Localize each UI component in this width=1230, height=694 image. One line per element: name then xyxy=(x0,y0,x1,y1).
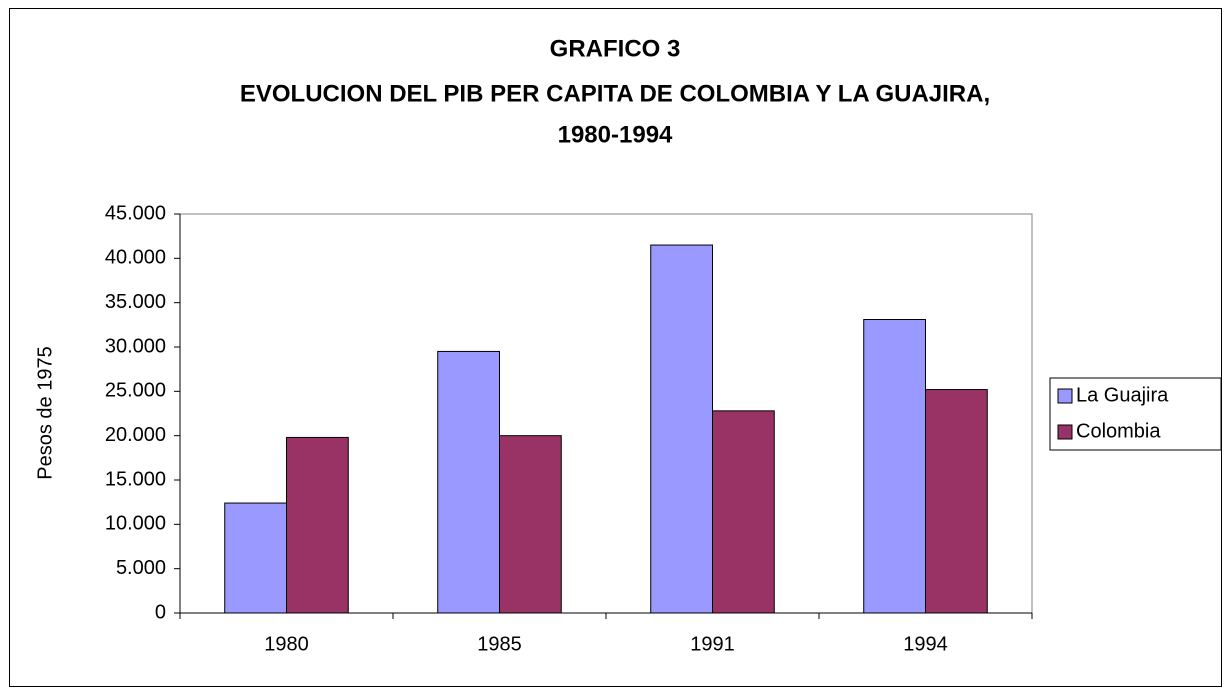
y-tick-label: 0 xyxy=(155,601,166,623)
legend-swatch xyxy=(1057,424,1073,440)
x-tick-label: 1994 xyxy=(903,633,948,655)
bar xyxy=(437,350,501,614)
bar xyxy=(925,389,988,614)
chart-title: GRAFICO 3 xyxy=(550,35,681,62)
y-tick-label: 5.000 xyxy=(116,557,166,579)
y-tick-label: 10.000 xyxy=(105,513,166,535)
bar xyxy=(286,436,349,614)
bar xyxy=(224,502,287,614)
y-tick-label: 15.000 xyxy=(105,468,166,490)
legend-label: Colombia xyxy=(1076,420,1161,442)
bar xyxy=(712,410,775,614)
legend-swatch xyxy=(1057,388,1073,404)
y-tick-label: 45.000 xyxy=(105,202,166,224)
x-tick-label: 1985 xyxy=(477,633,522,655)
bar xyxy=(863,319,926,614)
y-tick-label: 25.000 xyxy=(105,380,166,402)
legend-box xyxy=(1049,377,1222,451)
y-tick-label: 35.000 xyxy=(105,291,166,313)
chart-title: EVOLUCION DEL PIB PER CAPITA DE COLOMBIA… xyxy=(240,80,990,107)
x-tick-label: 1991 xyxy=(690,633,735,655)
bar xyxy=(650,244,713,614)
y-axis-label: Pesos de 1975 xyxy=(34,346,56,479)
legend-label: La Guajira xyxy=(1076,384,1169,406)
y-tick-label: 40.000 xyxy=(105,247,166,269)
x-tick-label: 1980 xyxy=(264,633,309,655)
y-tick-label: 20.000 xyxy=(105,424,166,446)
chart-title: 1980-1994 xyxy=(558,121,673,148)
y-tick-label: 30.000 xyxy=(105,335,166,357)
bar xyxy=(499,435,562,614)
